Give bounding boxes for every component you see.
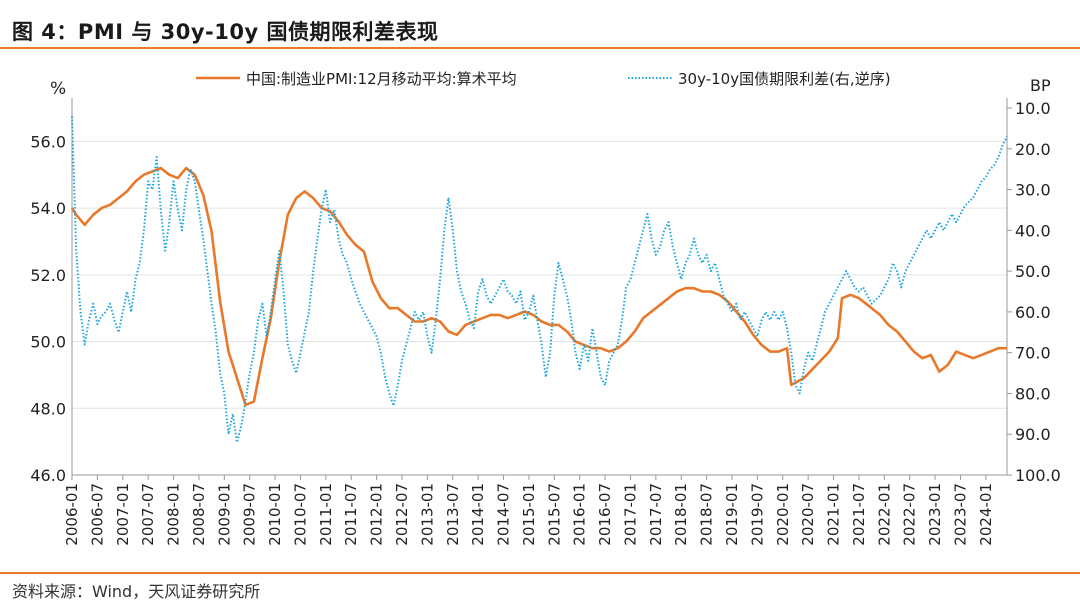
legend-label-pmi: 中国:制造业PMI:12月移动平均:算术平均 <box>246 70 517 88</box>
x-tick-label: 2019-01 <box>723 483 741 546</box>
x-tick-label: 2007-07 <box>139 483 157 546</box>
x-tick-label: 2024-01 <box>977 483 995 546</box>
left-tick-label: 46.0 <box>30 466 66 485</box>
x-tick-label: 2010-07 <box>291 483 309 546</box>
right-tick-label: 20.0 <box>1015 140 1051 159</box>
right-tick-label: 70.0 <box>1015 344 1051 363</box>
x-tick-label: 2021-07 <box>850 483 868 546</box>
x-tick-label: 2006-01 <box>63 483 81 546</box>
pmi-series-line <box>70 166 1007 407</box>
x-tick-label: 2009-07 <box>241 483 259 546</box>
top-divider <box>0 47 1080 49</box>
bottom-divider <box>0 572 1080 574</box>
x-tick-label: 2020-01 <box>774 483 792 546</box>
left-tick-label: 48.0 <box>30 399 66 418</box>
left-tick-label: 54.0 <box>30 199 66 218</box>
x-tick-label: 2017-01 <box>621 483 639 546</box>
x-tick-label: 2012-07 <box>393 483 411 546</box>
x-tick-label: 2020-07 <box>799 483 817 546</box>
left-tick-label: 56.0 <box>30 132 66 151</box>
right-axis-unit: BP <box>1030 76 1051 95</box>
x-tick-label: 2008-01 <box>165 483 183 546</box>
x-tick-label: 2014-01 <box>469 483 487 546</box>
left-tick-label: 52.0 <box>30 266 66 285</box>
x-tick-label: 2016-01 <box>571 483 589 546</box>
spread-series-line <box>71 116 1008 444</box>
x-tick-label: 2008-07 <box>190 483 208 546</box>
x-tick-label: 2016-07 <box>596 483 614 546</box>
x-tick-label: 2009-01 <box>215 483 233 546</box>
x-tick-label: 2021-01 <box>825 483 843 546</box>
right-tick-label: 100.0 <box>1015 466 1061 485</box>
x-tick-label: 2010-01 <box>266 483 284 546</box>
left-tick-label: 50.0 <box>30 333 66 352</box>
x-tick-label: 2013-07 <box>444 483 462 546</box>
x-tick-label: 2022-01 <box>875 483 893 546</box>
source-note: 资料来源：Wind，天风证券研究所 <box>12 582 261 601</box>
x-tick-label: 2014-07 <box>495 483 513 546</box>
x-tick-label: 2015-07 <box>545 483 563 546</box>
right-tick-label: 30.0 <box>1015 181 1051 200</box>
chart-area: 56.0 54.0 52.0 50.0 48.0 46.0 10.0 20.0 30.0 40.0… <box>30 70 1061 546</box>
x-tick-label: 2006-07 <box>88 483 106 546</box>
x-tick-label: 2023-07 <box>951 483 969 546</box>
x-tick-label: 2012-01 <box>368 483 386 546</box>
right-tick-label: 80.0 <box>1015 384 1051 403</box>
x-tick-label: 2015-01 <box>520 483 538 546</box>
right-tick-label: 40.0 <box>1015 221 1051 240</box>
x-tick-label: 2011-07 <box>342 483 360 546</box>
x-tick-label: 2019-07 <box>748 483 766 546</box>
x-tick-label: 2011-01 <box>317 483 335 546</box>
x-tick-label: 2023-01 <box>926 483 944 546</box>
x-tick-label: 2013-01 <box>418 483 436 546</box>
x-tick-label: 2007-01 <box>114 483 132 546</box>
x-tick-label: 2018-07 <box>698 483 716 546</box>
x-tick-label: 2022-07 <box>901 483 919 546</box>
right-tick-label: 60.0 <box>1015 303 1051 322</box>
right-tick-label: 10.0 <box>1015 99 1051 118</box>
figure-title: 图 4：PMI 与 30y-10y 国债期限利差表现 <box>12 20 439 44</box>
x-tick-label: 2017-07 <box>647 483 665 546</box>
left-axis-unit: % <box>50 79 66 99</box>
legend-label-spread: 30y-10y国债期限利差(右,逆序) <box>678 70 891 88</box>
x-tick-label: 2018-01 <box>672 483 690 546</box>
right-tick-label: 90.0 <box>1015 425 1051 444</box>
right-tick-label: 50.0 <box>1015 262 1051 281</box>
